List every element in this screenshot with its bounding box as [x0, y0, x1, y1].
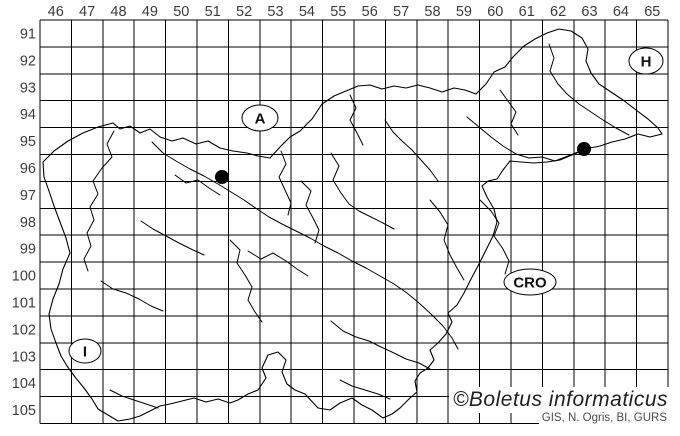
river-line — [330, 152, 395, 230]
river-line — [479, 199, 510, 275]
neighbor-country-label: A — [255, 111, 266, 128]
axis-label-column: 51 — [205, 4, 221, 20]
axis-label-column: 49 — [142, 4, 158, 20]
axis-label-column: 52 — [236, 4, 252, 20]
axis-label-column: 54 — [299, 4, 315, 20]
axis-label-row: 100 — [12, 269, 36, 285]
neighbor-country-label: H — [641, 54, 652, 71]
river-line — [140, 220, 205, 256]
axis-label-row: 97 — [20, 188, 36, 204]
river-line — [83, 130, 115, 272]
river-line — [109, 389, 159, 409]
country-border-outline — [42, 28, 663, 422]
river-line — [466, 116, 579, 162]
river-line — [151, 141, 459, 350]
axis-label-row: 95 — [20, 134, 36, 150]
record-dot — [577, 142, 591, 156]
axis-label-column: 58 — [424, 4, 440, 20]
axis-label-column: 50 — [173, 4, 189, 20]
neighbor-country-label: CRO — [513, 275, 547, 292]
river-line — [300, 180, 320, 244]
river-line — [330, 320, 431, 370]
river-line — [100, 280, 164, 312]
axis-label-column: 61 — [519, 4, 535, 20]
axis-label-row: 99 — [20, 242, 36, 258]
axis-label-row: 91 — [20, 26, 36, 42]
axis-label-row: 104 — [12, 376, 36, 392]
axis-label-column: 59 — [456, 4, 472, 20]
copyright-text: ©Boletus informaticus — [448, 387, 672, 413]
axis-label-column: 47 — [79, 4, 95, 20]
neighbor-country-ellipse — [241, 104, 279, 132]
river-line — [384, 119, 439, 182]
axis-label-row: 98 — [20, 215, 36, 231]
neighbor-country-ellipse — [503, 268, 557, 296]
neighbor-country-label: I — [83, 344, 87, 361]
axis-label-row: 92 — [20, 53, 36, 69]
record-dot — [215, 170, 229, 184]
axis-label-column: 56 — [362, 4, 378, 20]
axis-label-row: 94 — [20, 107, 36, 123]
neighbor-country-ellipse — [68, 338, 102, 364]
axis-label-row: 102 — [12, 322, 36, 338]
axis-label-column: 63 — [581, 4, 597, 20]
river-line — [278, 150, 292, 216]
neighbor-country-ellipse — [628, 47, 664, 75]
axis-label-column: 60 — [487, 4, 503, 20]
axis-label-column: 53 — [267, 4, 283, 20]
axis-label-row: 96 — [20, 161, 36, 177]
axis-label-row: 101 — [12, 295, 36, 311]
river-line — [339, 379, 391, 400]
river-line — [174, 174, 221, 196]
axis-label-column: 46 — [48, 4, 64, 20]
axis-label-row: 93 — [20, 80, 36, 96]
river-line — [229, 239, 263, 323]
river-line — [499, 89, 519, 136]
river-line — [349, 94, 364, 146]
river-line — [429, 199, 465, 281]
river-line — [247, 250, 309, 277]
axis-label-row: 103 — [12, 349, 36, 365]
axis-label-column: 64 — [613, 4, 629, 20]
axis-label-row: 105 — [12, 403, 36, 419]
axis-label-column: 65 — [644, 4, 660, 20]
axis-label-column: 48 — [110, 4, 126, 20]
river-line — [548, 43, 630, 136]
axis-label-column: 55 — [330, 4, 346, 20]
data-sources-text: GIS, N. Ogris, BI, GURS — [538, 412, 670, 424]
axis-label-column: 57 — [393, 4, 409, 20]
axis-label-column: 62 — [550, 4, 566, 20]
